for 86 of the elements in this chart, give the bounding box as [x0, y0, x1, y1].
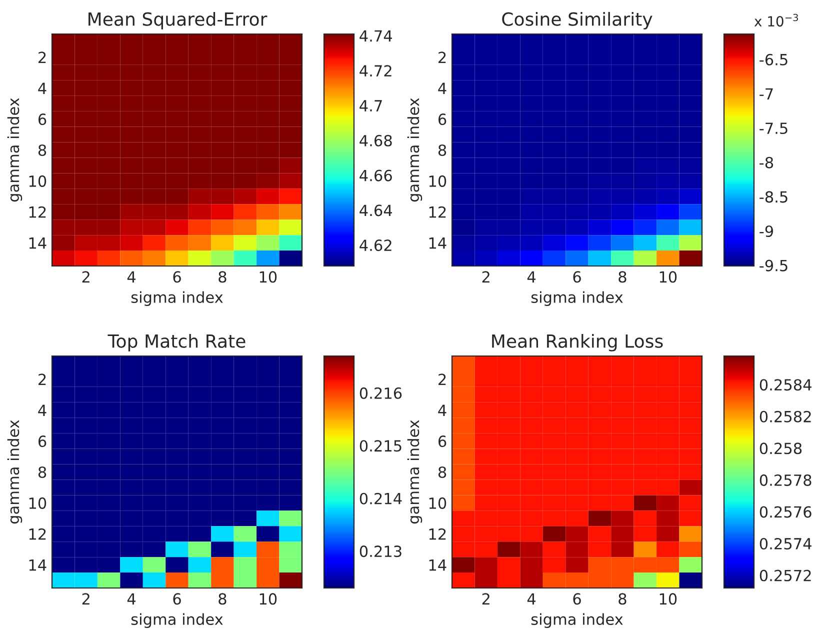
y-tick-label: 12: [29, 528, 46, 540]
x-tick-label: 10: [260, 593, 277, 605]
x-tick-label: 6: [173, 593, 181, 605]
y-tick-label: 4: [38, 82, 46, 94]
color-bar-label: 0.214: [360, 492, 402, 504]
color-bar-label: 4.66: [360, 170, 392, 182]
color-bar-label: -9: [760, 225, 774, 238]
x-tick-label: 4: [527, 593, 536, 604]
color-bar-label: 4.64: [360, 204, 392, 216]
x-tick-label: 8: [218, 593, 226, 605]
y-tick-label: 14: [29, 237, 46, 249]
x-tick-label: 8: [618, 593, 626, 605]
color-bar-label: 4.62: [360, 240, 392, 252]
x-tick-label: 6: [173, 271, 181, 283]
y-tick-label: 10: [29, 175, 46, 187]
y-tick-label: 8: [438, 144, 446, 156]
color-bar-label: -8: [760, 156, 774, 168]
x-tick-label: 2: [82, 271, 90, 282]
x-tick-label: 8: [218, 271, 226, 283]
y-axis-title: gamma index: [7, 98, 22, 202]
x-axis-title: sigma index: [131, 291, 223, 306]
y-tick-label: 2: [438, 374, 446, 386]
x-tick-label: 10: [660, 593, 677, 605]
color-bar-label: 0.2584: [760, 379, 812, 391]
color-bar-label: 0.215: [360, 440, 402, 452]
y-tick-label: 8: [438, 466, 446, 478]
y-tick-label: 6: [38, 436, 46, 448]
x-tick-label: 2: [82, 593, 90, 604]
y-tick-label: 10: [429, 175, 446, 187]
color-bar-label: 0.2572: [760, 570, 811, 582]
y-tick-label: 14: [29, 559, 46, 571]
y-tick-label: 12: [29, 206, 46, 218]
x-tick-label: 4: [127, 593, 136, 604]
color-bar-label: 0.2574: [760, 538, 812, 550]
x-tick-label: 4: [527, 271, 536, 282]
y-tick-label: 2: [38, 52, 46, 64]
color-bar-label: 0.258: [760, 442, 802, 454]
y-tick-label: 10: [429, 497, 446, 509]
color-bar-label: 4.72: [360, 65, 392, 76]
x-tick-label: 10: [660, 271, 677, 283]
y-tick-label: 12: [429, 528, 446, 540]
y-tick-label: 6: [438, 114, 446, 126]
color-bar-label: 0.2582: [760, 410, 811, 422]
y-axis-title: gamma index: [7, 420, 22, 524]
chart-title: Mean Ranking Loss: [492, 334, 663, 352]
x-axis-title: sigma index: [531, 291, 623, 306]
y-tick-label: 14: [429, 559, 446, 571]
x-tick-label: 2: [482, 593, 490, 604]
x-axis-title: sigma index: [531, 613, 623, 628]
y-axis-title: gamma index: [407, 98, 422, 202]
y-tick-label: 2: [38, 374, 46, 386]
x-tick-label: 8: [618, 271, 626, 283]
x-tick-label: 2: [482, 271, 490, 282]
x-tick-label: 6: [573, 271, 581, 283]
color-bar-label: 0.216: [360, 387, 402, 399]
y-tick-label: 12: [429, 206, 446, 218]
x-axis-title: sigma index: [131, 613, 223, 628]
color-bar-label: -7: [760, 88, 773, 100]
x-tick-label: 4: [127, 271, 136, 282]
color-bar-label: 0.2578: [760, 474, 812, 486]
x-tick-label: 10: [260, 271, 277, 283]
y-tick-label: 14: [429, 237, 446, 249]
y-tick-label: 8: [38, 466, 46, 478]
y-tick-label: 4: [438, 82, 446, 94]
chart-title: Top Match Rate: [108, 334, 246, 352]
color-bar-label: -8.5: [760, 191, 788, 203]
color-bar-label: -7.5: [760, 122, 788, 134]
color-bar-label: 0.2576: [760, 506, 812, 518]
y-tick-label: 4: [38, 404, 46, 416]
y-tick-label: 2: [438, 52, 446, 64]
x-tick-label: 6: [573, 593, 581, 605]
y-tick-label: 10: [29, 497, 46, 509]
chart-title: Cosine Similarity: [502, 12, 652, 30]
color-bar-label: 4.68: [360, 134, 392, 146]
y-tick-label: 6: [438, 436, 446, 448]
color-bar-label: -9.5: [760, 260, 788, 272]
color-bar-label: 0.213: [360, 546, 402, 558]
y-tick-label: 4: [438, 404, 446, 416]
chart-title: Mean Squared-Error: [88, 12, 268, 30]
color-bar-label: 4.74: [360, 30, 392, 42]
text: x 10$^{−3}$: [754, 14, 798, 27]
y-tick-label: 6: [38, 114, 46, 126]
color-bar-label: -6.5: [760, 54, 788, 66]
y-axis-title: gamma index: [407, 420, 422, 524]
y-tick-label: 8: [38, 144, 46, 156]
color-bar-label: 4.7: [360, 100, 382, 112]
